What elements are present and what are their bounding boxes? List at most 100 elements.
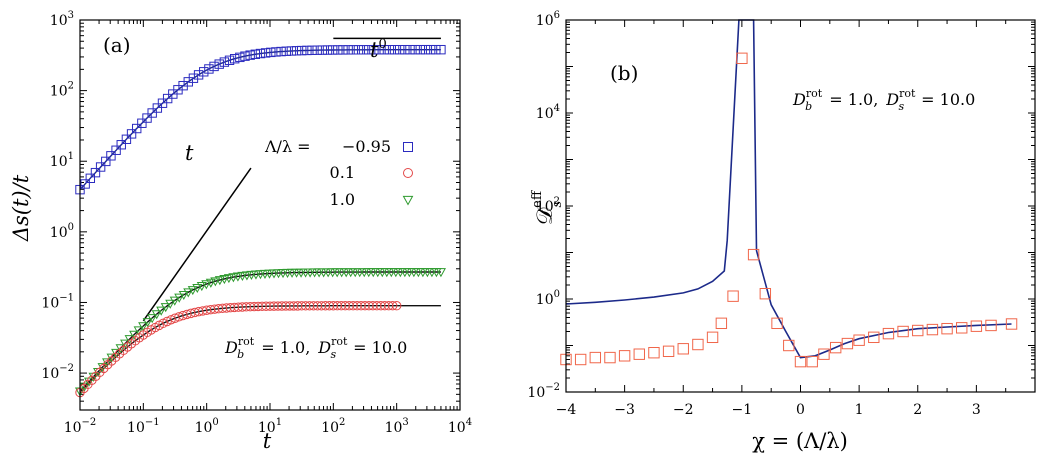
plot-frame-a <box>79 19 461 411</box>
data-point-b <box>818 348 830 360</box>
data-point-s1 <box>126 129 137 139</box>
data-point-b <box>692 338 704 351</box>
data-point-s1 <box>348 45 358 55</box>
data-point-s3 <box>201 280 212 290</box>
data-point-b <box>662 345 675 358</box>
data-point-s3 <box>223 274 234 284</box>
data-point-s3 <box>214 276 225 286</box>
data-point-s1 <box>188 73 199 83</box>
data-point-s3 <box>435 268 446 278</box>
data-point-s1 <box>307 45 317 55</box>
data-point-s2 <box>166 315 176 325</box>
data-point-s1 <box>297 45 307 56</box>
y-a-tick-label: 103 <box>50 10 74 29</box>
data-point-s1 <box>255 48 266 59</box>
data-point-s1 <box>95 162 106 172</box>
data-point-s3 <box>232 272 243 282</box>
data-point-s3 <box>151 310 162 320</box>
data-point-s1 <box>142 113 152 123</box>
x-b-tick-label: 3 <box>972 402 981 418</box>
data-point-s1 <box>132 123 142 134</box>
data-point-s1 <box>327 45 338 55</box>
data-point-b <box>727 290 739 302</box>
data-point-s1 <box>260 48 271 58</box>
data-point-s1 <box>266 47 276 58</box>
data-point-s3 <box>115 344 126 354</box>
data-point-s3 <box>142 318 153 328</box>
data-point-s1 <box>379 45 389 55</box>
data-point-s3 <box>210 277 221 287</box>
data-point-s2 <box>391 300 402 311</box>
data-point-s1 <box>219 57 230 67</box>
data-point-s1 <box>436 44 446 55</box>
data-point-s3 <box>165 299 176 309</box>
x-a-tick-label: 102 <box>321 417 345 436</box>
data-point-s3 <box>196 282 207 292</box>
y-a-tick-label: 101 <box>50 151 74 170</box>
x-axis-label-b: χ = (Λ/λ) <box>752 429 848 453</box>
data-point-s1 <box>302 45 312 56</box>
data-point-s1 <box>90 167 101 178</box>
data-point-s3 <box>133 326 144 336</box>
data-point-b <box>868 331 880 344</box>
data-point-s1 <box>369 45 379 55</box>
data-point-b <box>970 320 983 332</box>
data-point-s3 <box>219 275 230 285</box>
data-point-b <box>706 331 719 344</box>
data-point-s1 <box>317 45 328 55</box>
data-point-s1 <box>209 61 219 72</box>
x-a-tick-label: 104 <box>448 417 472 436</box>
panel-label-a: (a) <box>103 33 131 57</box>
chart-panel-b: −4 −3 −2 −1 0 1 2 3 10−2 100 102 104 106 (b) Drot b … <box>527 10 1036 453</box>
data-point-s3 <box>174 293 185 303</box>
data-point-b <box>882 327 895 340</box>
data-point-s3 <box>228 273 239 283</box>
data-point-s1 <box>147 108 157 118</box>
x-axis-label-a: t <box>263 429 272 453</box>
y-a-tick-label: 10−2 <box>41 363 74 382</box>
data-point-s1 <box>322 45 333 55</box>
data-point-s1 <box>111 145 121 155</box>
slope-guide-linear <box>142 167 252 322</box>
data-point-s1 <box>338 45 348 55</box>
data-point-s1 <box>245 50 255 60</box>
data-point-s1 <box>116 140 126 150</box>
slope-guides-a <box>142 37 441 322</box>
data-point-b <box>956 322 968 334</box>
data-point-s1 <box>80 179 90 189</box>
data-point-b <box>648 347 660 359</box>
data-point-s1 <box>415 44 426 55</box>
data-point-b <box>747 248 760 261</box>
data-point-s1 <box>106 151 116 161</box>
data-point-s3 <box>183 288 194 298</box>
data-point-b <box>985 319 997 332</box>
x-a-tick-label: 103 <box>385 417 409 436</box>
y-a-tick-label: 102 <box>50 81 74 100</box>
data-point-s1 <box>281 46 291 56</box>
y-b-tick-label: 104 <box>536 103 560 122</box>
data-point-s3 <box>178 290 189 301</box>
data-markers-a <box>74 44 446 398</box>
x-b-tick-label: −2 <box>673 402 694 418</box>
data-point-b <box>604 351 616 364</box>
chart-panel-a: 10−2 10−1 100 101 102 103 104 10−210−110010110… <box>9 10 472 453</box>
data-point-b <box>912 324 924 337</box>
data-point-s3 <box>147 314 158 324</box>
data-point-b <box>794 355 807 368</box>
data-point-b <box>941 322 953 335</box>
fit-line-3 <box>79 271 441 392</box>
data-point-s3 <box>102 358 113 368</box>
data-point-s1 <box>101 156 111 167</box>
y-a-tick-label: 100 <box>50 222 74 241</box>
data-point-s1 <box>394 44 405 55</box>
x-b-tick-label: 0 <box>796 402 805 418</box>
data-point-s3 <box>237 271 248 282</box>
legend-title: Λ/λ = <box>264 137 311 156</box>
data-point-b <box>715 317 728 330</box>
data-point-s1 <box>137 118 147 128</box>
data-point-b <box>841 337 854 350</box>
legend-marker-s2 <box>403 168 413 178</box>
data-point-b <box>853 334 865 346</box>
y-b-tick-label: 102 <box>536 196 560 215</box>
